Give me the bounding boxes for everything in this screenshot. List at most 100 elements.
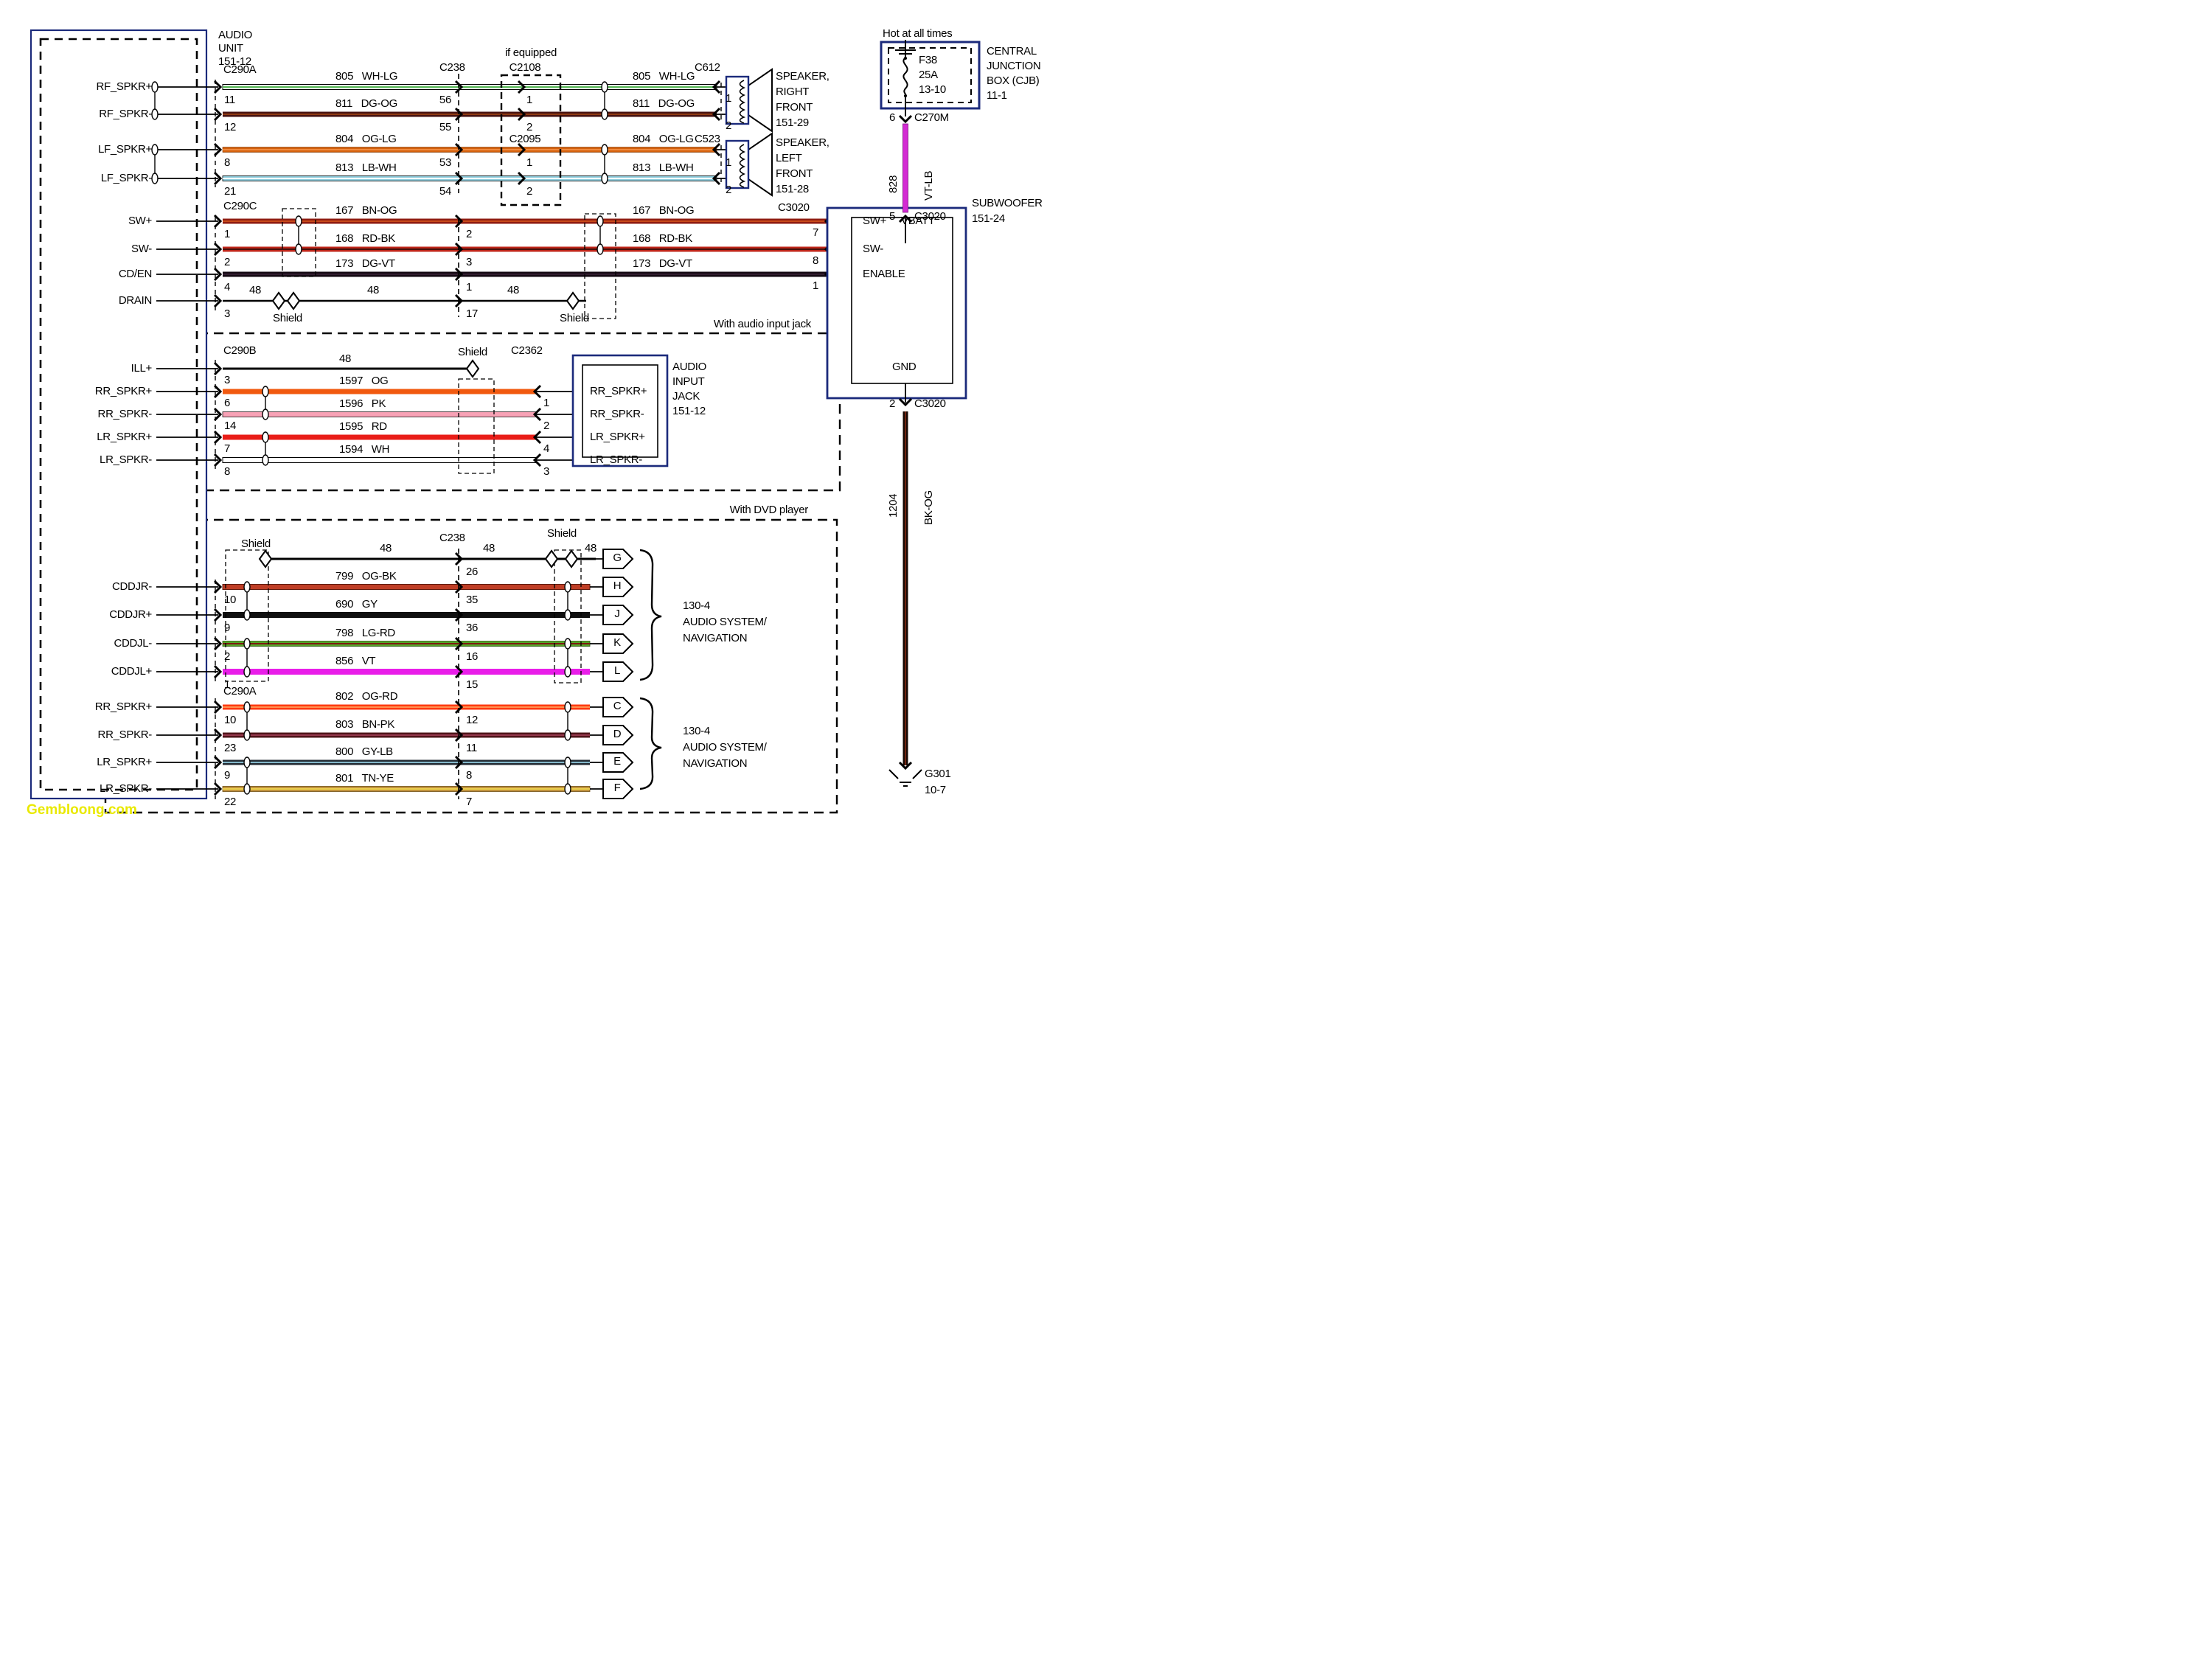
- pin-number: 21: [224, 185, 237, 198]
- pin-number: 2: [224, 650, 231, 663]
- wire-798-lg-rd: [222, 641, 591, 647]
- wire-label-167-b: 167 BN-OG: [633, 204, 695, 217]
- wire-800-gy-lb: [223, 759, 590, 765]
- c238-pin: 7: [466, 796, 473, 808]
- connector-c270m: C270M: [914, 111, 949, 124]
- wire-label-805-b: 805 WH-LG: [633, 70, 695, 83]
- wire-label-1594: 1594 WH: [339, 443, 390, 456]
- fuse-name: F38: [919, 54, 937, 66]
- wire-label-48: 48: [367, 284, 380, 296]
- dvd-player-section-box: [104, 518, 838, 814]
- c238-pin: 12: [466, 714, 479, 726]
- pentagon-tag-f: F: [613, 782, 621, 794]
- wire-label-811-b: 811 DG-OG: [633, 97, 695, 110]
- wire-label-798: 798 LG-RD: [335, 627, 395, 639]
- wire-label-48: 48: [507, 284, 520, 296]
- signal-cddjr-minus: CDDJR-: [111, 580, 152, 593]
- c238-pin: 16: [466, 650, 479, 663]
- pentagon-tag-j: J: [614, 608, 620, 620]
- twist-shield-boxes: [225, 208, 616, 684]
- ground-g301-symbol: [888, 761, 922, 787]
- signal-sw-plus: SW+: [128, 215, 152, 227]
- nav-label: NAVIGATION: [683, 757, 748, 770]
- wire-label-805: 805 WH-LG: [335, 70, 398, 83]
- subwoofer-gnd: GND: [892, 361, 917, 373]
- nav-label: AUDIO SYSTEM/: [683, 741, 767, 754]
- signal-rr-spkr-minus: RR_SPKR-: [97, 408, 153, 420]
- if-equipped-arrows: [517, 80, 526, 186]
- c238-pin: 55: [439, 121, 451, 133]
- c2108-pin: 1: [526, 94, 533, 106]
- signal-lr-spkr-plus-2: LR_SPKR+: [97, 756, 152, 768]
- jack-name: AUDIO: [672, 361, 707, 373]
- pin-number: 3: [224, 307, 231, 320]
- audio-input-jack-box: [571, 354, 669, 467]
- shield-label: Shield: [458, 346, 487, 358]
- pin-number: 9: [224, 622, 231, 634]
- wire-code-vt-lb: VT-LB: [922, 170, 935, 201]
- pentagon-connectors: [602, 549, 634, 799]
- wire-167-bn-og: [223, 218, 827, 224]
- c523-pin: 1: [726, 156, 732, 169]
- nav-label: AUDIO SYSTEM/: [683, 616, 767, 628]
- c238-pin: 17: [466, 307, 479, 320]
- wire-828-vt-lb: [902, 123, 908, 213]
- connector-c2108: C2108: [509, 61, 541, 74]
- pentagon-tag-g: G: [613, 552, 622, 564]
- pentagon-tag-k: K: [613, 636, 621, 649]
- jack-signal: LR_SPKR+: [590, 431, 645, 443]
- wire-label-1204: 1204: [887, 493, 900, 518]
- pin-number: 10: [224, 714, 237, 726]
- c238-pin: 15: [466, 678, 479, 691]
- wire-label-800: 800 GY-LB: [335, 745, 393, 758]
- c238-arrows: [454, 80, 464, 796]
- cjb-name: BOX (CJB): [987, 74, 1040, 87]
- dvd-section-title: With DVD player: [729, 504, 809, 516]
- wire-label-48: 48: [585, 542, 597, 554]
- watermark: Gembloong.com: [27, 802, 137, 818]
- shield-label: Shield: [547, 527, 577, 540]
- cjb-ref: 11-1: [987, 89, 1007, 102]
- wire-label-168-b: 168 RD-BK: [633, 232, 692, 245]
- signal-cddjl-minus: CDDJL-: [114, 637, 152, 650]
- fuse-f38-symbol: [902, 57, 908, 97]
- source-pin-arrows: [213, 80, 223, 796]
- jack-section-title: With audio input jack: [713, 318, 811, 330]
- wire-1595-rd: [223, 434, 536, 440]
- c270m-pin: 6: [888, 111, 895, 124]
- pin-number: 6: [224, 397, 231, 409]
- wire-label-168: 168 RD-BK: [335, 232, 395, 245]
- wire-label-803: 803 BN-PK: [335, 718, 395, 731]
- signal-lr-spkr-plus: LR_SPKR+: [97, 431, 152, 443]
- wiring-diagram-page: AUDIO UNIT 151-12 RF_SPKR+ RF_SPKR- LF_S…: [0, 0, 1106, 830]
- wire-805-wh-lg: [222, 84, 717, 90]
- wire-label-802: 802 OG-RD: [335, 690, 398, 703]
- wire-label-48: 48: [339, 352, 352, 365]
- signal-sw-minus: SW-: [131, 243, 152, 255]
- subwoofer-sw-minus: SW-: [863, 243, 883, 255]
- subwoofer-ref: 151-24: [972, 212, 1005, 225]
- nav-braces: [639, 549, 662, 790]
- speaker-rf-label: SPEAKER,: [776, 70, 830, 83]
- audio-unit-label: AUDIO: [218, 29, 253, 41]
- wire-label-48: 48: [249, 284, 262, 296]
- speaker-lf-label: FRONT: [776, 167, 813, 180]
- wire-802-og-rd: [223, 704, 590, 710]
- twisted-pair-symbols: [151, 81, 608, 795]
- wire-1597-og: [223, 389, 536, 394]
- c2095-pin: 2: [526, 185, 533, 198]
- signal-lr-spkr-minus-2: LR_SPKR-: [100, 782, 152, 795]
- speaker-rf-ref: 151-29: [776, 116, 809, 129]
- destination-arrows: [532, 80, 833, 467]
- wire-label-804: 804 OG-LG: [335, 133, 397, 145]
- c2362-pin: 3: [543, 465, 550, 478]
- wire-label-1595: 1595 RD: [339, 420, 387, 433]
- pin-number: 23: [224, 742, 237, 754]
- ground-ref: 10-7: [925, 784, 946, 796]
- pin-number: 8: [224, 465, 231, 478]
- speaker-lf-label: SPEAKER,: [776, 136, 830, 149]
- pin-number: 3: [224, 374, 231, 386]
- signal-rr-spkr-plus-2: RR_SPKR+: [94, 700, 153, 713]
- wire-label-813-b: 813 LB-WH: [633, 161, 694, 174]
- cjb-name: CENTRAL: [987, 45, 1037, 58]
